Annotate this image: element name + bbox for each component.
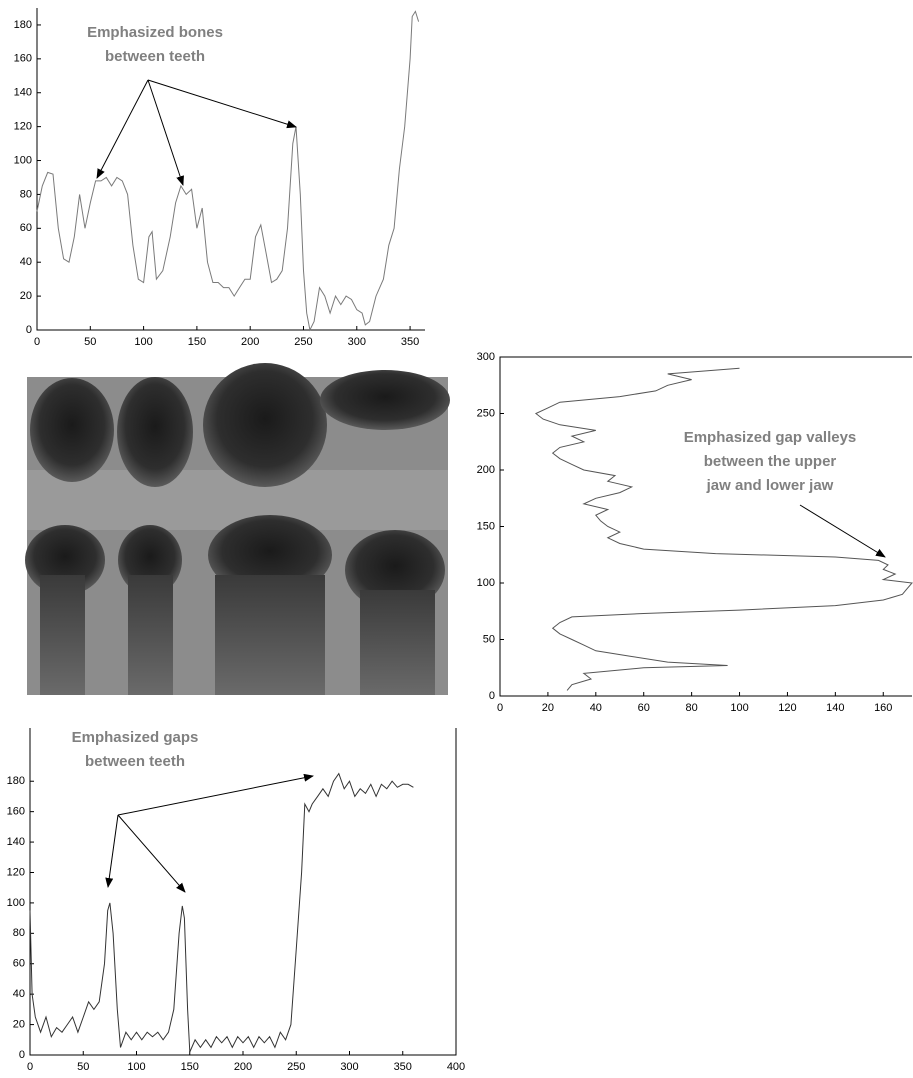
x-tick-label: 400 [447,1061,465,1073]
x-tick-label: 100 [127,1061,145,1073]
x-tick-label: 300 [340,1061,358,1073]
x-tick-label: 140 [826,702,844,714]
data-line [534,367,913,691]
data-line [36,10,420,332]
data-line [29,772,414,1053]
axis-frame [36,8,425,331]
annotation: jaw and lower jaw [706,477,834,494]
annotation: between teeth [105,48,205,65]
x-tick-label: 20 [542,702,554,714]
y-tick-label: 80 [13,927,25,939]
x-tick-label: 50 [84,336,96,348]
y-tick-label: 20 [13,1018,25,1030]
annotation: Emphasized gap valleys [684,429,857,446]
y-tick-label: 120 [14,121,32,133]
y-tick-label: 140 [14,87,32,99]
y-tick-label: 160 [7,806,25,818]
x-tick-label: 0 [34,336,40,348]
y-tick-label: 60 [20,222,32,234]
y-tick-label: 180 [14,19,32,31]
y-tick-label: 50 [483,633,495,645]
axis-frame [499,356,912,697]
x-tick-label: 0 [27,1061,33,1073]
axis-frame [29,728,457,1056]
y-tick-label: 100 [7,897,25,909]
y-tick-label: 100 [14,154,32,166]
xray-image [25,363,450,695]
x-tick-label: 150 [188,336,206,348]
x-tick-label: 100 [134,336,152,348]
annotation: Emphasized gaps [72,729,199,746]
y-tick-label: 40 [20,256,32,268]
x-tick-label: 60 [638,702,650,714]
y-tick-label: 180 [7,775,25,787]
y-tick-label: 80 [20,188,32,200]
y-tick-label: 200 [477,464,495,476]
annotation: between teeth [85,753,185,770]
y-tick-label: 250 [477,407,495,419]
x-tick-label: 40 [590,702,602,714]
y-tick-label: 100 [477,577,495,589]
x-tick-label: 100 [730,702,748,714]
y-tick-label: 160 [14,53,32,65]
y-tick-label: 60 [13,958,25,970]
annotation: Emphasized bones [87,24,223,41]
y-tick-label: 40 [13,988,25,1000]
y-tick-label: 0 [489,690,495,702]
y-tick-label: 140 [7,836,25,848]
x-tick-label: 200 [234,1061,252,1073]
y-tick-label: 300 [477,351,495,363]
y-tick-label: 20 [20,290,32,302]
x-tick-label: 80 [686,702,698,714]
y-tick-label: 0 [19,1049,25,1061]
x-tick-label: 0 [497,702,503,714]
annotation: between the upper [704,453,837,470]
x-tick-label: 120 [778,702,796,714]
x-tick-label: 350 [401,336,419,348]
x-tick-label: 350 [394,1061,412,1073]
x-tick-label: 50 [77,1061,89,1073]
x-tick-label: 300 [348,336,366,348]
y-tick-label: 150 [477,520,495,532]
x-tick-label: 250 [294,336,312,348]
x-tick-label: 160 [874,702,892,714]
y-tick-label: 120 [7,866,25,878]
y-tick-label: 0 [26,324,32,336]
x-tick-label: 250 [287,1061,305,1073]
x-tick-label: 150 [181,1061,199,1073]
annotation-arrows [96,79,886,893]
x-tick-label: 200 [241,336,259,348]
